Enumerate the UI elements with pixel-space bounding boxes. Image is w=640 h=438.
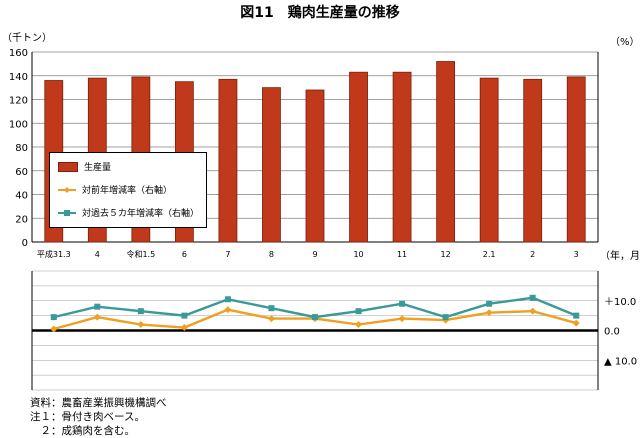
series-1-point-7 xyxy=(355,308,362,315)
x-tick-label: 平成31.3 xyxy=(37,249,71,259)
legend-label-line2: 対過去５カ年増減率（右軸） xyxy=(82,209,200,219)
series-1-point-4 xyxy=(224,296,231,303)
series-0-point-5 xyxy=(267,315,275,323)
series-0-point-1 xyxy=(93,313,101,321)
x-tick-label: 令和1.5 xyxy=(126,249,155,259)
bar-11 xyxy=(523,78,543,243)
chart-title: 図11 鶏肉生産量の推移 xyxy=(240,5,400,21)
y-tick-label: 40 xyxy=(15,191,28,202)
x-tick-label: 4 xyxy=(95,250,100,259)
series-1-point-0 xyxy=(50,314,57,321)
legend-label-bar: 生産量 xyxy=(84,163,112,173)
x-tick-label: 2 xyxy=(530,250,535,259)
x-tick-label: 11 xyxy=(397,250,407,259)
x-unit-label: （年，月） xyxy=(600,249,640,262)
legend-swatch-line1 xyxy=(58,186,76,194)
y-tick-label: 120 xyxy=(9,96,28,107)
series-0-point-4 xyxy=(224,306,232,314)
legend-item-line1: 対前年増減率（右軸） xyxy=(58,183,172,196)
x-tick-label: 6 xyxy=(182,250,187,259)
chart-legend: 生産量 対前年増減率（右軸） 対過去５カ年増減率（右軸） xyxy=(49,152,207,228)
y-tick-label: 160 xyxy=(9,48,28,59)
note-1: 注１：骨付き肉ベース。 xyxy=(30,411,145,423)
y-tick-label: 0 xyxy=(22,238,28,249)
series-0-point-10 xyxy=(485,309,493,317)
series-0-point-12 xyxy=(572,319,580,327)
y-tick-label: 60 xyxy=(15,167,28,178)
x-tick-label: 12 xyxy=(441,250,451,259)
series-1-point-3 xyxy=(181,312,188,319)
bar-7 xyxy=(349,71,368,243)
bar-9 xyxy=(436,61,456,243)
bar-10 xyxy=(479,77,499,243)
series-1-point-8 xyxy=(399,300,406,307)
series-0-point-3 xyxy=(180,324,188,332)
x-tick-label: 3 xyxy=(574,250,579,259)
series-0-point-7 xyxy=(355,321,363,329)
x-tick-label: 10 xyxy=(353,250,363,259)
bar-5 xyxy=(262,87,281,243)
bar-4 xyxy=(218,78,238,243)
series-0-point-8 xyxy=(398,315,406,323)
series-1-point-2 xyxy=(137,308,144,315)
legend-label-line1: 対前年増減率（右軸） xyxy=(82,186,173,196)
x-tick-label: 7 xyxy=(225,250,230,259)
left-unit-label: （千トン） xyxy=(2,32,52,44)
legend-item-line2: 対過去５カ年増減率（右軸） xyxy=(58,206,199,219)
y2-tick-label: 0.0 xyxy=(604,327,620,338)
series-1-point-6 xyxy=(312,314,318,321)
y-tick-label: 80 xyxy=(15,143,28,154)
x-tick-label: 2.1 xyxy=(483,250,496,259)
series-1-point-5 xyxy=(268,305,275,312)
y-tick-label: 100 xyxy=(9,119,28,130)
bar-12 xyxy=(566,76,586,243)
y-tick-label: 20 xyxy=(15,214,28,225)
series-1-point-10 xyxy=(486,300,493,307)
legend-swatch-bar xyxy=(58,161,78,172)
y2-tick-label: ＋10.0 xyxy=(604,297,636,308)
notes: 資料：農畜産業振興機構調べ 注１：骨付き肉ベース。 ２：成鶏肉を含む。 xyxy=(30,396,167,438)
y-tick-label: 140 xyxy=(9,72,28,83)
note-2: ２：成鶏肉を含む。 xyxy=(30,425,135,437)
series-0-point-2 xyxy=(137,321,145,329)
right-unit-label: （%） xyxy=(610,36,640,48)
series-1-point-1 xyxy=(94,303,101,310)
x-tick-label: 8 xyxy=(269,250,274,259)
series-1-point-11 xyxy=(529,294,536,301)
series-1-point-12 xyxy=(573,312,580,319)
bar-8 xyxy=(392,71,412,243)
series-0-point-11 xyxy=(529,307,537,315)
legend-item-bar: 生産量 xyxy=(58,160,111,173)
x-tick-label: 9 xyxy=(312,250,317,259)
note-source: 資料：農畜産業振興機構調べ xyxy=(30,397,167,409)
bar-6 xyxy=(305,89,325,243)
series-1-point-9 xyxy=(442,314,449,321)
series-0-point-0 xyxy=(50,325,58,333)
legend-swatch-line2 xyxy=(58,209,76,217)
y2-tick-label: ▲ 10.0 xyxy=(604,356,637,367)
